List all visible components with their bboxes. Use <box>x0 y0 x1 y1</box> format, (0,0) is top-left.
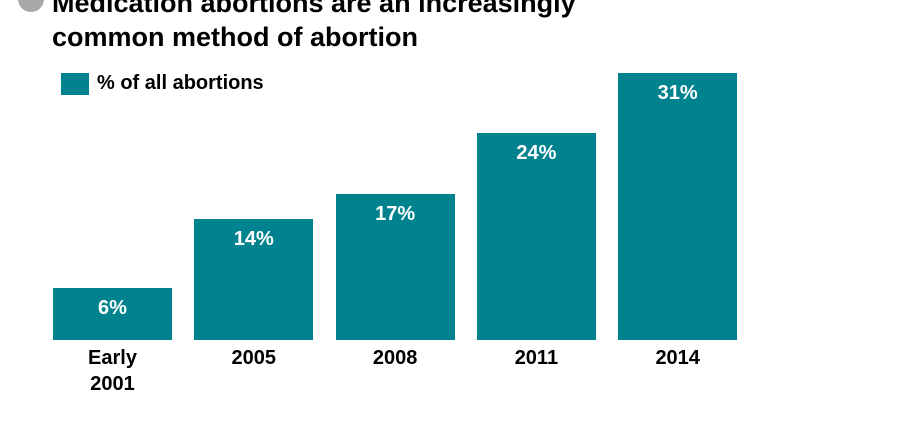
bar <box>335 193 455 340</box>
legend: % of all abortions <box>61 72 264 95</box>
chart-title: Medication abortions are an increasingly… <box>52 0 576 52</box>
data-label: 14% <box>233 228 274 251</box>
bar <box>618 73 738 340</box>
x-tick-label: 2008 <box>372 347 418 369</box>
bar <box>194 219 314 340</box>
x-tick-label: 2005 <box>231 347 277 369</box>
bar <box>53 288 172 340</box>
data-label: 31% <box>657 82 698 104</box>
x-tick-label: 2014 <box>655 347 700 369</box>
data-label: 6% <box>98 297 127 320</box>
title-icon <box>18 0 44 12</box>
legend-swatch <box>61 72 89 95</box>
data-label: 24% <box>516 142 557 165</box>
legend-label: % of all abortions <box>97 72 264 94</box>
x-tick-label: 2011 <box>514 347 559 369</box>
data-label: 17% <box>375 202 416 225</box>
x-tick-label: Early 2001 <box>88 347 137 395</box>
bar <box>476 133 596 340</box>
